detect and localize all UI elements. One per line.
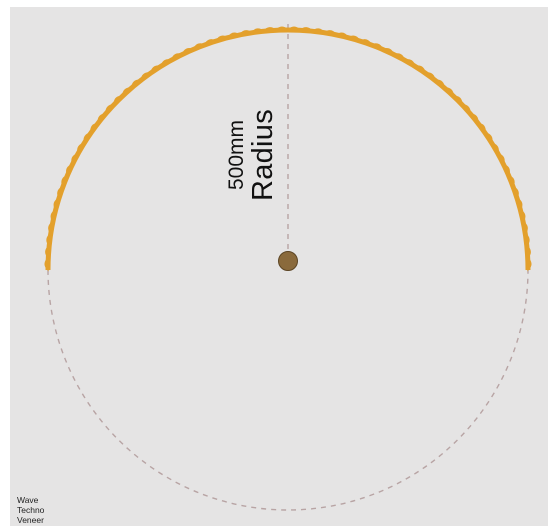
center-dot xyxy=(278,251,298,271)
wave-scallop xyxy=(527,256,532,272)
product-name-line1: Wave xyxy=(17,495,39,505)
diagram-canvas: 500mm Radius Wave Techno Veneer xyxy=(10,7,548,526)
product-name-line3: Veneer xyxy=(17,515,44,525)
product-name: Wave Techno Veneer xyxy=(17,495,44,525)
radius-value: 500mm xyxy=(224,119,248,191)
wave-scallop-edge xyxy=(44,26,532,272)
lower-dashed-arc xyxy=(47,269,529,511)
product-name-line2: Techno xyxy=(17,505,45,515)
radius-diagram xyxy=(44,24,532,511)
radius-word: Radius xyxy=(246,108,279,202)
